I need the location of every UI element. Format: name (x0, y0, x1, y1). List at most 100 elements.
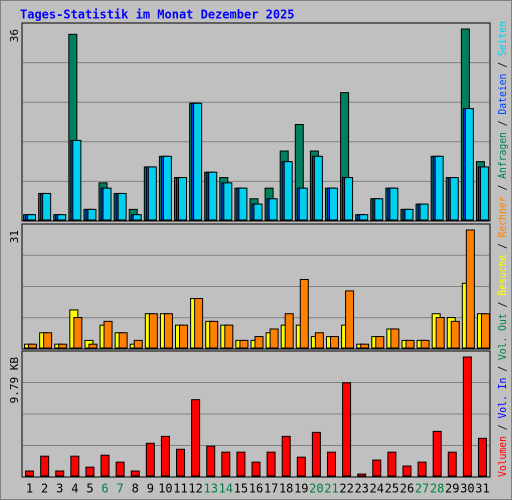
bar (281, 435, 291, 477)
bar (404, 208, 414, 221)
bar (284, 313, 294, 349)
bar (191, 399, 201, 477)
bar (163, 313, 173, 349)
bar (405, 339, 415, 349)
bar (357, 473, 367, 477)
bar (253, 203, 263, 221)
bar (130, 470, 140, 477)
bar (390, 328, 400, 349)
bar (160, 435, 170, 477)
bar (447, 451, 457, 477)
bar (450, 320, 460, 349)
bar (58, 343, 68, 349)
x-tick-label: 21 (324, 482, 338, 496)
bar (432, 430, 442, 477)
x-tick-label: 17 (264, 482, 278, 496)
bar (311, 431, 321, 477)
bar (314, 332, 324, 349)
bar (342, 382, 352, 477)
x-tick-label: 7 (117, 482, 124, 496)
bar (117, 192, 127, 221)
bar (326, 451, 336, 477)
bar (296, 456, 306, 477)
bar (402, 465, 412, 477)
bar (70, 455, 80, 477)
x-tick-label: 10 (158, 482, 172, 496)
y-tick-label: 36 (8, 29, 21, 42)
legend-entry: Seiten (496, 21, 509, 56)
x-tick-label: 28 (430, 482, 444, 496)
bar (178, 177, 188, 221)
legend: Volumen / Vol. In / Vol. Out / Besuche /… (496, 21, 509, 477)
bar (72, 139, 82, 221)
y-tick-label: 31 (8, 230, 21, 243)
bar (389, 187, 399, 221)
bar (449, 177, 459, 221)
x-tick-label: 9 (147, 482, 154, 496)
panel (21, 22, 491, 222)
separator: / (496, 56, 509, 74)
bar (283, 161, 293, 221)
x-tick-label: 4 (71, 482, 78, 496)
x-tick-label: 19 (294, 482, 308, 496)
bar (176, 448, 186, 477)
bar (464, 108, 474, 221)
bar (434, 155, 444, 221)
bar (345, 290, 355, 349)
bar (209, 320, 219, 349)
x-tick-label: 1 (26, 482, 33, 496)
bar (208, 171, 218, 221)
bar (251, 461, 261, 477)
bar (419, 203, 429, 221)
bar (254, 336, 264, 349)
bar (28, 343, 38, 349)
separator: / (496, 115, 509, 133)
bar (329, 336, 339, 349)
bar (102, 187, 112, 221)
bar (465, 229, 475, 349)
bar (479, 166, 489, 221)
x-tick-label: 23 (354, 482, 368, 496)
bar (417, 461, 427, 477)
bar (420, 339, 430, 349)
legend-entry: Vol. Out (496, 313, 509, 360)
bar (179, 324, 189, 349)
x-tick-label: 29 (445, 482, 459, 496)
legend-entry: Rechner (496, 196, 509, 237)
bar (268, 198, 278, 221)
bar (299, 278, 309, 349)
legend-entry: Dateien (496, 74, 509, 115)
bar (145, 442, 155, 477)
bar (148, 313, 158, 349)
x-tick-label: 31 (475, 482, 489, 496)
x-tick-label: 15 (234, 482, 248, 496)
bar (374, 198, 384, 221)
x-tick-label: 27 (415, 482, 429, 496)
legend-entry: Volumen (496, 436, 509, 477)
bar (224, 324, 234, 349)
x-tick-label: 18 (279, 482, 293, 496)
x-tick-label: 8 (132, 482, 139, 496)
bar (206, 445, 216, 477)
bar (372, 459, 382, 477)
bar (132, 214, 142, 221)
bar (194, 298, 204, 349)
bar (477, 437, 487, 477)
bar (238, 187, 248, 221)
bar (25, 470, 35, 477)
bar (480, 313, 490, 349)
bar (344, 177, 354, 221)
bar (328, 187, 338, 221)
x-tick-label: 12 (188, 482, 202, 496)
legend-entry: Besuche (496, 255, 509, 296)
bar (375, 336, 385, 349)
x-tick-label: 30 (460, 482, 474, 496)
x-tick-label: 3 (56, 482, 63, 496)
separator: / (496, 237, 509, 255)
separator: / (496, 360, 509, 378)
legend-entry: Vol. In (496, 378, 509, 419)
bar (55, 470, 65, 477)
bar (88, 343, 98, 349)
x-tick-label: 22 (339, 482, 353, 496)
